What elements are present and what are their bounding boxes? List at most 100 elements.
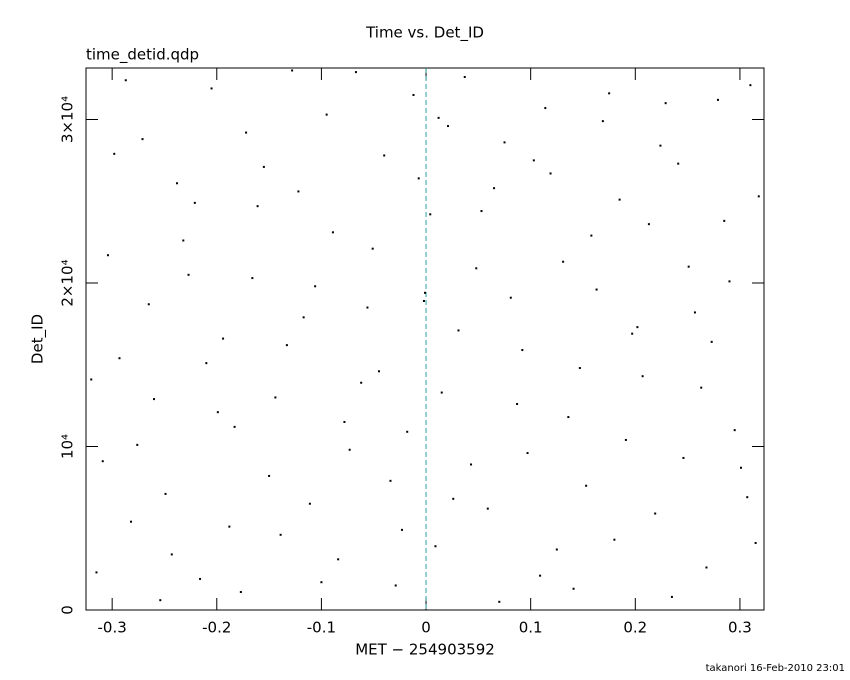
point <box>670 595 673 598</box>
point <box>585 484 588 487</box>
point <box>136 443 139 446</box>
point <box>601 120 604 123</box>
point <box>572 587 575 590</box>
point <box>153 398 156 401</box>
point <box>437 116 440 119</box>
point <box>429 213 432 216</box>
point <box>101 460 104 463</box>
point <box>106 254 109 257</box>
x-tick-label: 0.2 <box>623 619 647 637</box>
point <box>118 357 121 360</box>
point <box>95 571 98 574</box>
point <box>532 159 535 162</box>
x-tick-label: 0 <box>421 619 431 637</box>
x-tick-label: 0.3 <box>728 619 752 637</box>
point <box>486 507 489 510</box>
point <box>641 375 644 378</box>
point <box>440 391 443 394</box>
x-tick-label: -0.2 <box>202 619 231 637</box>
point <box>147 303 150 306</box>
point <box>205 362 208 365</box>
chart-subtitle: time_detid.qdp <box>86 46 199 65</box>
point <box>705 566 708 569</box>
point <box>549 172 552 175</box>
point <box>159 599 162 602</box>
point <box>693 311 696 314</box>
point <box>452 497 455 500</box>
point <box>251 277 254 280</box>
footer: takanori 16-Feb-2010 23:01 <box>706 663 845 674</box>
y-tick-label: 0 <box>59 605 77 615</box>
point <box>521 349 524 352</box>
point <box>463 75 466 78</box>
point <box>687 265 690 268</box>
point <box>383 154 386 157</box>
point <box>739 466 742 469</box>
point <box>595 288 598 291</box>
point <box>124 79 127 82</box>
point <box>544 107 547 110</box>
point <box>664 102 667 105</box>
x-axis-label: MET − 254903592 <box>355 641 495 659</box>
point <box>562 260 565 263</box>
point <box>757 195 760 198</box>
point <box>723 219 726 222</box>
point <box>239 591 242 594</box>
point <box>274 396 277 399</box>
point <box>539 574 542 577</box>
point <box>422 299 425 302</box>
point <box>245 131 248 134</box>
point <box>262 165 265 168</box>
point <box>187 273 190 276</box>
point <box>631 332 634 335</box>
point <box>470 463 473 466</box>
point <box>193 201 196 204</box>
y-tick-label: 2×10⁴ <box>59 259 77 306</box>
point <box>677 162 680 165</box>
point <box>360 381 363 384</box>
point <box>337 558 340 561</box>
point <box>659 144 662 147</box>
point <box>366 306 369 309</box>
point <box>314 285 317 288</box>
point <box>268 474 271 477</box>
point <box>613 538 616 541</box>
chart-title: Time vs. Det_ID <box>365 24 484 43</box>
point <box>475 267 478 270</box>
point <box>285 344 288 347</box>
point <box>493 187 496 190</box>
point <box>624 438 627 441</box>
point <box>754 541 757 544</box>
point <box>256 205 259 208</box>
point <box>710 340 713 343</box>
point <box>371 247 374 250</box>
point <box>210 87 213 90</box>
point <box>129 520 132 523</box>
point <box>526 452 529 455</box>
point <box>325 113 328 116</box>
point <box>176 182 179 185</box>
y-tick-label: 10⁴ <box>59 434 77 459</box>
point <box>354 71 357 74</box>
point <box>434 545 437 548</box>
x-tick-label: -0.3 <box>98 619 127 637</box>
point <box>320 581 323 584</box>
point <box>516 402 519 405</box>
point <box>377 370 380 373</box>
point <box>498 600 501 603</box>
x-tick-label: 0.1 <box>519 619 543 637</box>
point <box>590 234 593 237</box>
point <box>447 125 450 128</box>
point <box>417 177 420 180</box>
point <box>170 553 173 556</box>
point <box>394 584 397 587</box>
point <box>654 512 657 515</box>
plot-frame <box>85 67 765 611</box>
point <box>636 326 639 329</box>
point <box>216 411 219 414</box>
point <box>228 525 231 528</box>
point <box>348 448 351 451</box>
point <box>647 223 650 226</box>
point <box>716 98 719 101</box>
point <box>424 291 426 294</box>
